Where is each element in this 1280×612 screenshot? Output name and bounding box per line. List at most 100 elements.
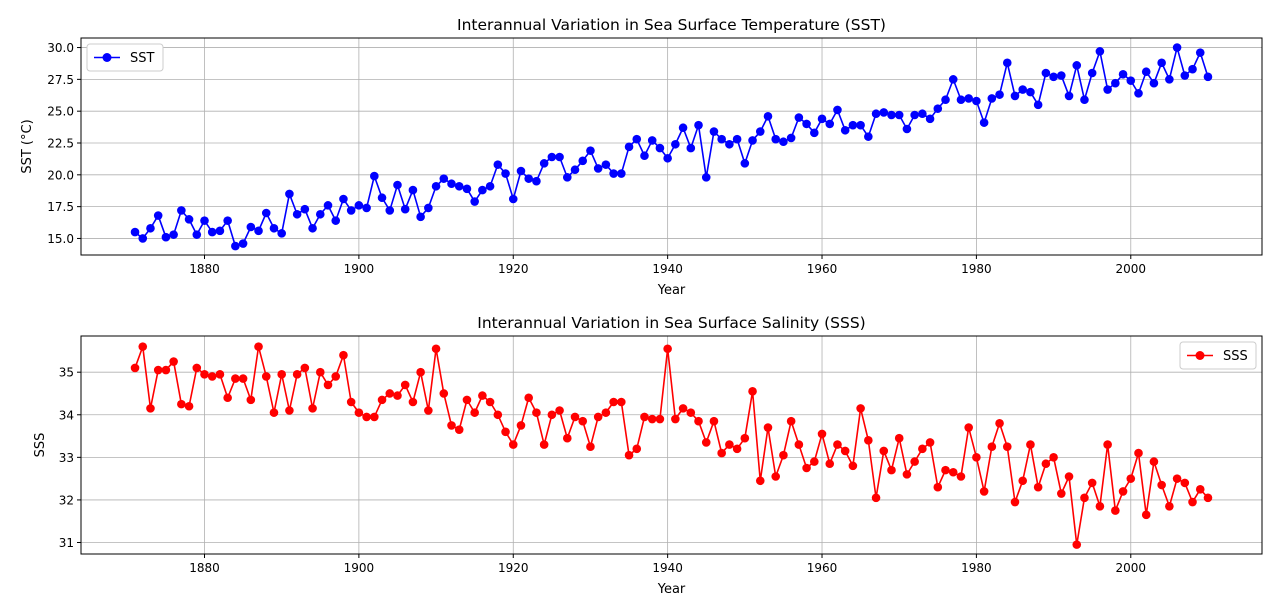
sst-y-tick-label: 25.0 [47,105,74,119]
sst-data-point [786,133,796,143]
sst-legend: SST [86,43,164,72]
sss-data-point [786,416,796,426]
sst-y-tick-label: 17.5 [47,200,74,214]
sst-data-point [146,223,155,233]
sst-data-point [748,136,757,145]
sst-data-point [439,174,449,183]
sst-data-point [617,169,626,178]
sss-data-point [871,493,881,503]
sss-data-point [416,367,425,377]
sst-data-point [215,226,225,236]
sss-data-point [555,406,564,415]
sst-data-point [1087,68,1097,78]
sss-data-point [663,344,672,354]
sss-data-point [1103,440,1112,449]
sst-data-point [478,185,487,195]
sss-data-point [315,367,325,377]
sss-legend-marker [1195,351,1205,360]
sst-data-point [701,173,711,182]
sss-data-point [956,472,966,481]
sss-data-point [223,393,232,403]
sss-data-point [755,476,765,486]
sss-data-point [678,404,688,413]
sst-data-point [231,241,240,251]
sst-data-point [725,139,734,149]
sss-data-point [207,372,217,381]
sss-data-point [362,412,371,422]
sss-data-point [370,412,379,422]
sss-data-point [802,463,811,473]
sss-data-point [231,374,240,383]
sss-data-point [617,397,626,407]
sss-x-tick-label: 2000 [1116,561,1147,575]
sss-data-point [424,406,433,415]
sss-x-tick-label: 1900 [344,561,375,575]
sst-data-point [493,160,503,169]
sss-data-point [547,410,557,420]
sst-data-point [200,216,209,225]
sst-data-point [779,137,788,147]
sss-data-point [269,408,279,417]
sst-data-point [624,142,634,152]
sst-data-point [1126,76,1136,85]
sst-data-point [184,215,194,224]
sss-data-point [918,444,927,454]
sss-data-point [941,465,950,475]
sss-data-point [686,408,696,417]
sst-data-point [987,94,997,103]
sst-data-point [501,169,510,178]
sss-data-point [740,433,750,443]
sss-data-point [879,446,889,456]
sss-data-point [562,433,572,443]
sst-data-point [794,113,804,122]
sst-data-point [825,119,835,129]
sst-data-point [300,204,310,214]
sss-y-axis-label: SSS [33,433,48,458]
sss-data-point [1049,453,1058,462]
sss-data-point [1141,510,1151,520]
sss-chart-panel: Interannual Variation in Sea Surface Sal… [33,314,1263,597]
sst-data-point [802,119,811,129]
sss-data-point [972,453,981,462]
sss-data-point [1126,474,1136,483]
sss-data-point [640,412,649,422]
sss-x-tick-label: 1940 [652,561,683,575]
sss-data-point [431,344,441,354]
sst-y-tick-label: 27.5 [47,73,74,87]
sst-data-point [933,104,943,113]
sss-data-point [732,444,742,454]
sst-data-point [570,165,580,175]
sss-data-point [200,370,209,379]
sst-data-point [732,134,742,144]
sss-data-point [447,421,456,430]
sst-data-point [840,125,850,135]
sst-data-point [717,134,726,144]
sst-data-point [1165,75,1174,84]
sss-data-point [964,423,973,432]
sst-data-point [879,108,889,117]
sss-y-tick-label: 33 [59,451,74,465]
sst-data-point [462,184,472,194]
sss-data-point [1041,459,1051,469]
sst-data-point [261,208,271,218]
sss-data-point [701,438,711,447]
sss-data-point [771,472,781,481]
sst-data-point [663,153,672,163]
sss-data-point [1134,448,1143,458]
sst-data-point [1033,100,1043,110]
sst-data-point [238,239,248,248]
sst-data-point [632,134,642,144]
sss-data-point [400,380,410,390]
sst-data-point [431,181,441,191]
sss-data-point [1018,476,1028,486]
sss-data-point [887,465,896,475]
sss-data-point [532,408,541,417]
sss-data-point [840,446,850,456]
sst-data-point [601,160,611,169]
sss-data-point [169,357,178,366]
sst-data-point [362,203,371,213]
sst-y-tick-label: 15.0 [47,232,74,246]
sss-data-point [1111,506,1120,515]
sss-data-point [277,370,286,379]
